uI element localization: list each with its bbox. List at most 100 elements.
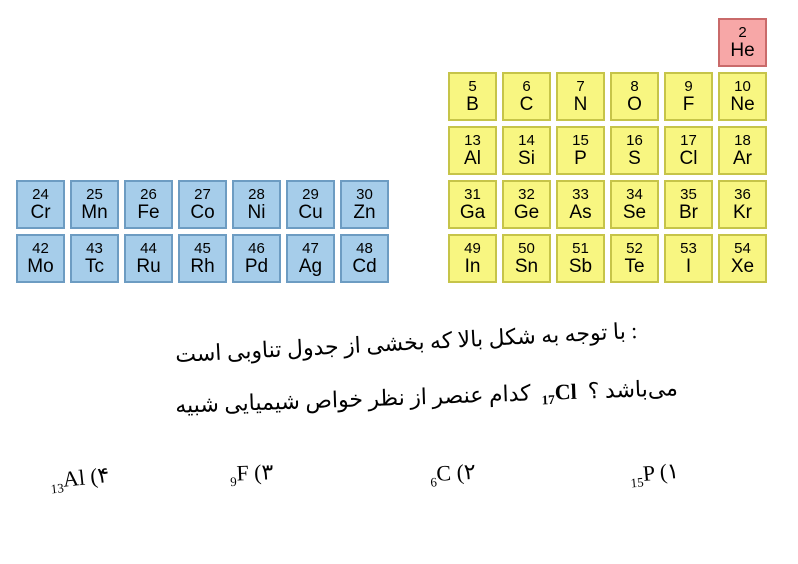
option-2-el: C [436,460,452,486]
element-symbol: B [450,95,495,114]
question-line-2-left: می‌باشد ؟ [587,375,678,403]
element-b: 5B [448,72,497,121]
atomic-number: 24 [18,187,63,202]
atomic-number: 9 [666,79,711,94]
option-4-el: Al [62,465,86,492]
element-in: 49In [448,234,497,283]
element-symbol: Kr [720,203,765,222]
element-sb: 51Sb [556,234,605,283]
element-symbol: Se [612,203,657,222]
atomic-number: 36 [720,187,765,202]
element-o: 8O [610,72,659,121]
element-symbol: Si [504,149,549,168]
atomic-number: 53 [666,241,711,256]
element-symbol: Ge [504,203,549,222]
element-ar: 18Ar [718,126,767,175]
atomic-number: 5 [450,79,495,94]
option-1: 15P (۱ [629,458,680,492]
atomic-number: 51 [558,241,603,256]
element-symbol: N [558,95,603,114]
atomic-number: 48 [342,241,387,256]
element-mo: 42Mo [16,234,65,283]
element-n: 7N [556,72,605,121]
atomic-number: 29 [288,187,333,202]
element-symbol: Br [666,203,711,222]
atomic-number: 33 [558,187,603,202]
element-cr: 24Cr [16,180,65,229]
element-ag: 47Ag [286,234,335,283]
element-symbol: O [612,95,657,114]
element-symbol: Mo [18,257,63,276]
question-line-1: با توجه به شکل بالا که بخشی از جدول تناو… [175,318,638,368]
atomic-number: 45 [180,241,225,256]
element-symbol: Ag [288,257,333,276]
atomic-number: 26 [126,187,171,202]
element-xe: 54Xe [718,234,767,283]
element-symbol: Cl [666,149,711,168]
element-cu: 29Cu [286,180,335,229]
element-symbol: Pd [234,257,279,276]
element-al: 13Al [448,126,497,175]
element-symbol: I [666,257,711,276]
atomic-number: 44 [126,241,171,256]
option-2: 6C (۲ [429,459,476,491]
atomic-number: 52 [612,241,657,256]
option-4: 13Al (۴ [49,462,111,497]
element-symbol: Ni [234,203,279,222]
element-symbol: Cd [342,257,387,276]
atomic-number: 13 [450,133,495,148]
atomic-number: 54 [720,241,765,256]
element-symbol: Te [612,257,657,276]
element-ru: 44Ru [124,234,173,283]
element-ne: 10Ne [718,72,767,121]
element-symbol: Ne [720,95,765,114]
element-pd: 46Pd [232,234,281,283]
element-kr: 36Kr [718,180,767,229]
element-mn: 25Mn [70,180,119,229]
element-symbol: Ar [720,149,765,168]
atomic-number: 27 [180,187,225,202]
element-he: 2He [718,18,767,67]
atomic-number: 7 [558,79,603,94]
element-symbol: P [558,149,603,168]
atomic-number: 25 [72,187,117,202]
element-symbol: Zn [342,203,387,222]
element-symbol: Ru [126,257,171,276]
question-cl: ₁₇Cl [541,379,577,405]
atomic-number: 16 [612,133,657,148]
element-symbol: In [450,257,495,276]
atomic-number: 42 [18,241,63,256]
element-symbol: As [558,203,603,222]
element-symbol: Cr [18,203,63,222]
option-1-el: P [642,460,656,486]
element-symbol: Sn [504,257,549,276]
element-co: 27Co [178,180,227,229]
element-p: 15P [556,126,605,175]
element-sn: 50Sn [502,234,551,283]
element-symbol: Co [180,203,225,222]
element-as: 33As [556,180,605,229]
option-2-n: ۲ [463,459,476,485]
option-1-n: ۱ [666,458,680,484]
element-symbol: Mn [72,203,117,222]
element-symbol: Cu [288,203,333,222]
element-symbol: Tc [72,257,117,276]
element-ni: 28Ni [232,180,281,229]
atomic-number: 43 [72,241,117,256]
option-3-n: ۳ [261,459,274,484]
element-c: 6C [502,72,551,121]
element-i: 53I [664,234,713,283]
element-br: 35Br [664,180,713,229]
atomic-number: 2 [720,25,765,40]
option-3-el: F [236,460,249,485]
option-3: 9F (۳ [230,459,274,490]
element-rh: 45Rh [178,234,227,283]
atomic-number: 34 [612,187,657,202]
element-symbol: Ga [450,203,495,222]
atomic-number: 15 [558,133,603,148]
element-symbol: Rh [180,257,225,276]
element-si: 14Si [502,126,551,175]
option-4-n: ۴ [96,462,110,488]
atomic-number: 17 [666,133,711,148]
question-line-2: کدام عنصر از نظر خواص شیمیایی شبیه ₁₇Cl … [120,375,679,420]
